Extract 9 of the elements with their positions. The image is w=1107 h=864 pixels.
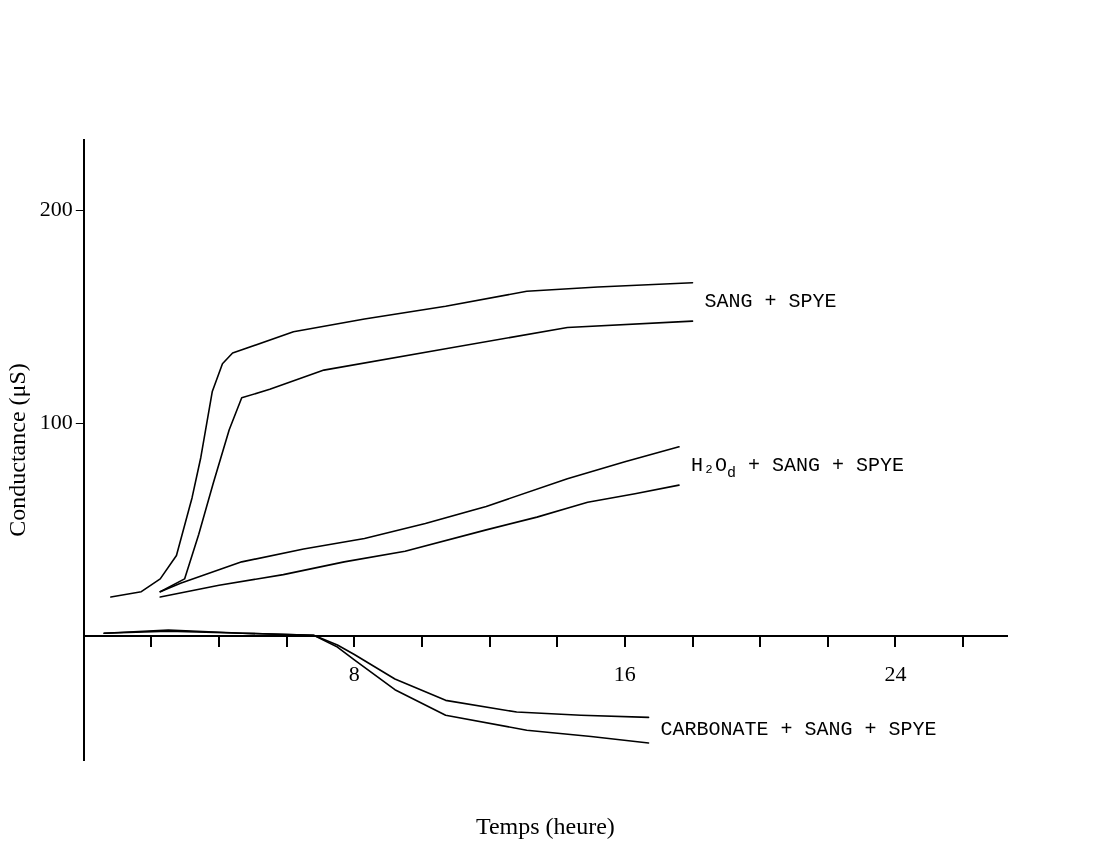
annotation: SANG + SPYE [704, 290, 837, 314]
x-axis-title: Temps (heure) [475, 813, 615, 839]
y-axis-title: Conductance (μS) [3, 363, 30, 537]
y-tick-label: 200 [39, 196, 73, 222]
annotation: CARBONATE + SANG + SPYE [660, 718, 937, 742]
x-tick-label: 16 [613, 661, 636, 687]
y-tick-label: 100 [39, 409, 73, 435]
x-tick-label: 24 [884, 661, 907, 687]
x-tick-label: 8 [348, 661, 360, 687]
